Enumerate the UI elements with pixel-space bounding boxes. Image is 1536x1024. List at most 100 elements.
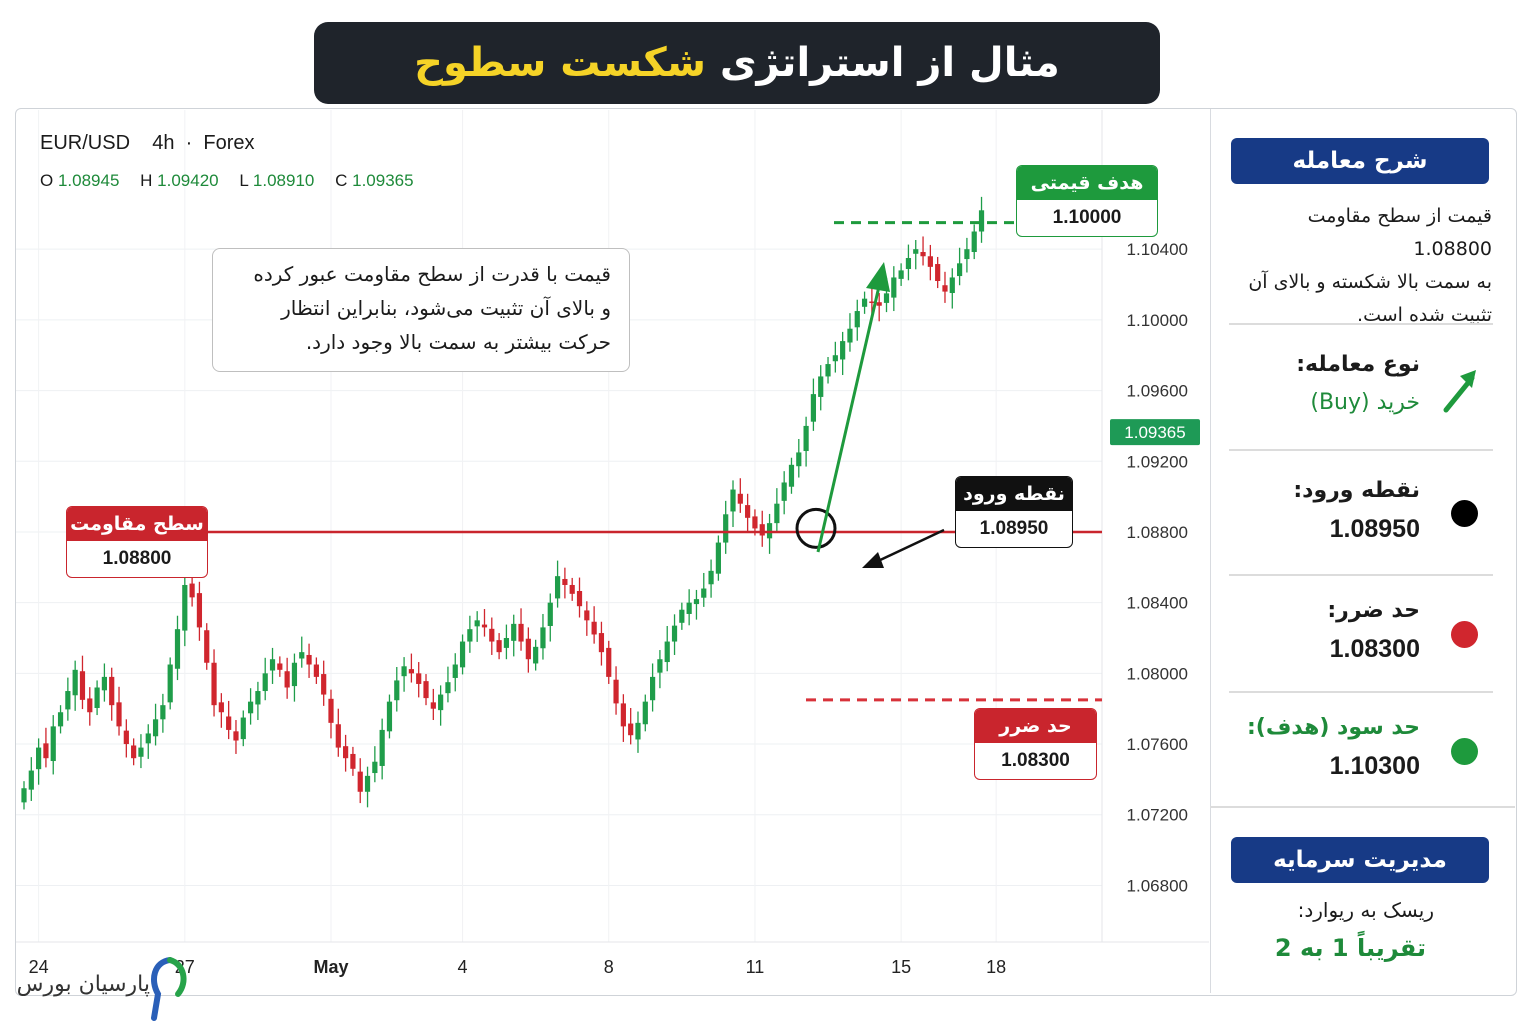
entry-dot-icon xyxy=(1451,500,1478,527)
candle-body xyxy=(474,620,480,627)
candle-body xyxy=(752,516,758,529)
candle-body xyxy=(204,630,210,663)
candle-body xyxy=(861,298,868,307)
ohlc-key: L xyxy=(239,171,249,190)
description-line: قیمت از سطح مقاومت 1.08800 xyxy=(1307,205,1492,260)
candle-body xyxy=(628,723,634,736)
candle-body xyxy=(247,701,254,714)
candle-body xyxy=(978,210,985,232)
candle-body xyxy=(554,576,561,599)
candle-body xyxy=(876,302,882,306)
explanation-callout: قیمت با قدرت از سطح مقاومت عبور کرده و ب… xyxy=(212,248,630,372)
candle-body xyxy=(372,761,378,774)
divider xyxy=(1210,806,1515,808)
candle-body xyxy=(364,775,371,792)
candle-body xyxy=(759,524,765,536)
ohlc-key: H xyxy=(140,171,153,190)
resistance-tag: سطح مقاومت 1.08800 xyxy=(66,506,208,578)
candle-body xyxy=(781,482,787,501)
candle-body xyxy=(233,731,239,741)
title-text: مثال از استراتژی xyxy=(705,40,1060,86)
stop-tag: حد ضرر 1.08300 xyxy=(974,708,1097,780)
candle-body xyxy=(481,624,488,628)
x-tick-label: 4 xyxy=(458,957,468,977)
candle-body xyxy=(189,583,195,598)
trade-sidebar xyxy=(1210,109,1516,993)
candle-body xyxy=(964,249,970,260)
candle-body xyxy=(211,662,217,706)
last-price-badge xyxy=(1110,419,1200,446)
candle-body xyxy=(160,705,166,720)
candle-body xyxy=(935,264,941,281)
candle-body xyxy=(584,610,590,621)
candle-body xyxy=(350,753,356,769)
x-tick-label: 24 xyxy=(29,957,49,977)
candle-body xyxy=(562,578,568,585)
ohlc-low: 1.08910 xyxy=(252,171,315,190)
candle-body xyxy=(116,702,122,727)
target-tag-label: هدف قیمتی xyxy=(1017,166,1157,200)
candle-body xyxy=(518,623,524,642)
candle-body xyxy=(598,633,605,653)
candle-body xyxy=(796,452,802,467)
candle-body xyxy=(869,301,875,303)
candle-body xyxy=(818,376,824,397)
candle-body xyxy=(671,625,678,642)
divider xyxy=(1229,574,1493,576)
callout-line: قیمت با قدرت از سطح مقاومت عبور کرده xyxy=(253,262,611,286)
y-tick-label: 1.09600 xyxy=(1127,382,1188,401)
candle-body xyxy=(21,788,27,803)
candle-body xyxy=(28,770,34,790)
candle-body xyxy=(920,252,926,257)
candle-body xyxy=(65,691,71,710)
candle-body xyxy=(840,341,846,360)
candle-body xyxy=(832,355,838,362)
candle-body xyxy=(109,676,115,706)
candle-body xyxy=(379,729,385,766)
candle-body xyxy=(394,680,400,701)
projection-arrowhead xyxy=(866,262,890,292)
y-tick-label: 1.06800 xyxy=(1127,876,1188,895)
callout-line: حرکت بیشتر به سمت بالا وجود دارد. xyxy=(305,330,611,354)
candle-body xyxy=(591,621,597,635)
stop-tag-label: حد ضرر xyxy=(975,709,1096,743)
candle-body xyxy=(43,743,49,759)
timeframe-label: 4h xyxy=(152,132,175,154)
buy-arrow-icon xyxy=(1443,370,1476,413)
candle-body xyxy=(459,641,466,668)
title-highlight: شکست سطوح xyxy=(414,40,706,86)
candle-body xyxy=(445,682,451,694)
take-profit-dot-icon xyxy=(1451,738,1478,765)
projection-arrow xyxy=(816,281,882,553)
candle-body xyxy=(430,702,436,709)
entry-tag-label: نقطه ورود xyxy=(956,477,1072,511)
candle-body xyxy=(255,691,261,705)
candle-body xyxy=(723,514,729,543)
candle-body xyxy=(79,671,86,700)
candle-body xyxy=(569,584,575,594)
divider xyxy=(1229,691,1493,693)
candle-body xyxy=(408,669,414,674)
candle-body xyxy=(774,503,780,524)
candle-body xyxy=(87,698,93,713)
entry-tag-value: 1.08950 xyxy=(979,518,1049,539)
take-profit-label: حد سود (هدف): xyxy=(1246,715,1420,740)
trade-description-header: شرح معامله xyxy=(1231,138,1489,184)
ohlc-readout: O 1.08945 H 1.09420 L 1.08910 C 1.09365 xyxy=(40,171,430,191)
candle-body xyxy=(452,664,458,678)
candle-body xyxy=(277,663,283,670)
y-tick-label: 1.08400 xyxy=(1127,594,1188,613)
candle-body xyxy=(291,662,298,687)
candle-body xyxy=(438,694,444,711)
candle-body xyxy=(620,703,626,727)
y-tick-label: 1.08800 xyxy=(1127,523,1188,542)
trade-type-label: نوع معامله: xyxy=(1296,352,1420,377)
candle-body xyxy=(357,771,363,792)
target-tag: هدف قیمتی 1.10000 xyxy=(1016,165,1158,237)
candle-body xyxy=(94,687,100,708)
market-label: Forex xyxy=(203,132,255,154)
x-tick-label: 15 xyxy=(891,957,911,977)
candle-body xyxy=(657,659,663,673)
candle-body xyxy=(284,671,290,688)
